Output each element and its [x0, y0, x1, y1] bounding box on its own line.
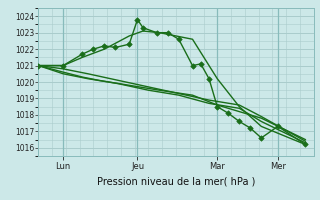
X-axis label: Pression niveau de la mer( hPa ): Pression niveau de la mer( hPa )	[97, 176, 255, 186]
